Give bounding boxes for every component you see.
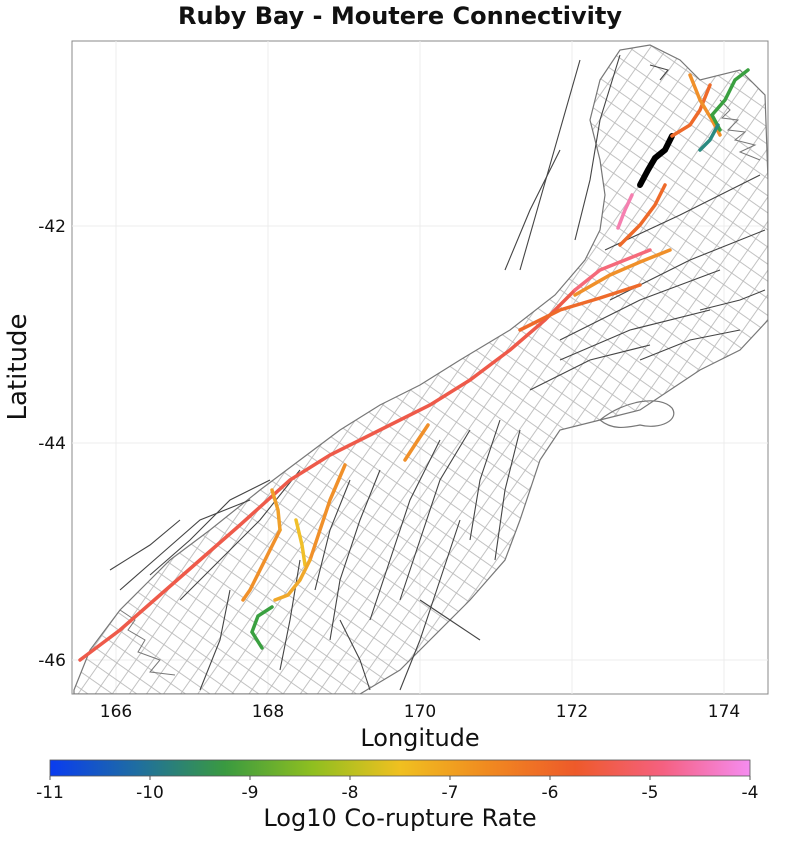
x-tick: 170	[404, 702, 436, 722]
y-axis-ticks: -42 -44 -46	[38, 217, 66, 671]
map-title: Ruby Bay - Moutere Connectivity	[178, 2, 622, 30]
colorbar-tick-label: -6	[542, 783, 559, 803]
fault-southland	[250, 605, 274, 650]
fault-kekerengu	[670, 83, 712, 138]
colorbar-tick-label: -8	[342, 783, 359, 803]
coastline-fiordland	[119, 609, 176, 676]
fault-alpine-north	[573, 248, 652, 292]
colorbar-ticks: -11 -10 -9 -8 -7 -6 -5 -4	[36, 776, 758, 803]
colorbar	[49, 759, 751, 777]
colorbar-tick-label: -9	[242, 783, 259, 803]
coastline-sounds	[719, 99, 761, 161]
fault-kakapo	[308, 463, 347, 562]
coastline-banks-peninsula	[599, 400, 675, 428]
fault-alpine-main	[78, 288, 577, 662]
fault-dunstan	[273, 558, 312, 602]
fault-pisa	[294, 518, 307, 567]
fault-awatere	[709, 68, 750, 132]
fault-porters	[403, 423, 430, 462]
colorbar-tick-label: -5	[642, 783, 659, 803]
fault-waimea	[616, 193, 634, 230]
colorbar-tick-label: -7	[442, 783, 459, 803]
y-tick: -42	[38, 217, 66, 237]
x-tick: 172	[556, 702, 588, 722]
colorbar-tick-label: -4	[742, 783, 759, 803]
fault-ruby-bay-moutere	[637, 133, 675, 188]
fault-hope	[518, 283, 642, 332]
x-axis-ticks: 166 168 170 172 174	[100, 702, 740, 722]
fault-wairau	[573, 248, 672, 297]
fault-nevis	[270, 488, 282, 532]
x-axis-label: Longitude	[360, 724, 480, 752]
colorbar-tick-label: -11	[36, 783, 64, 803]
fault-traces	[109, 54, 766, 691]
co-rupture-faults	[78, 68, 750, 662]
y-tick: -46	[38, 651, 66, 671]
y-tick: -44	[38, 434, 66, 454]
fault-awatere-link	[698, 123, 720, 152]
colorbar-label: Log10 Co-rupture Rate	[263, 804, 537, 832]
x-tick: 168	[252, 702, 284, 722]
colorbar-tick-label: -10	[136, 783, 164, 803]
x-tick: 174	[708, 702, 740, 722]
fault-moonlight	[241, 528, 282, 602]
fault-hanmer	[618, 183, 667, 247]
x-tick: 166	[100, 702, 132, 722]
